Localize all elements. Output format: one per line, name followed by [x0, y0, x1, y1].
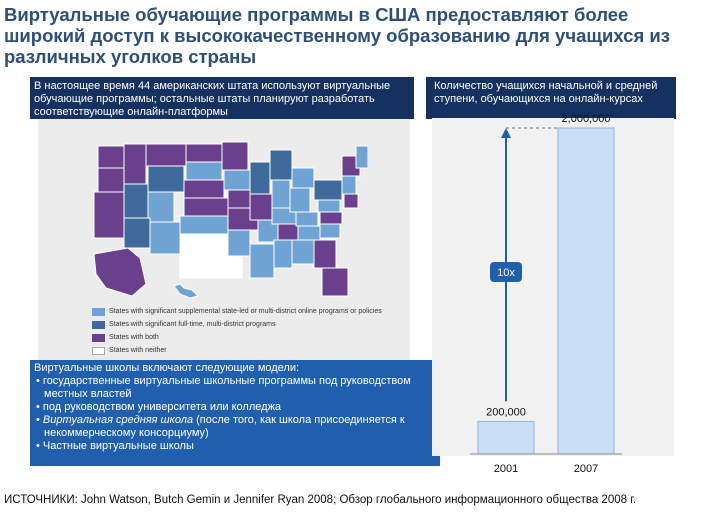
chart-annotation-badge [490, 262, 522, 282]
map-state-18 [223, 169, 251, 191]
list-item: Виртуальная средняя школа (после того, к… [34, 414, 436, 440]
map-state-1 [97, 145, 127, 169]
chart-value-label: 200,000 [486, 406, 526, 418]
map-state-alaska [93, 247, 147, 297]
chart-annotation-label: 10x [497, 267, 515, 279]
map-state-26 [269, 149, 293, 181]
map-state-14 [183, 197, 229, 217]
map-state-27 [271, 179, 291, 209]
list-item: государственные виртуальные школьные про… [34, 375, 436, 401]
models-title: Виртуальные школы включают следующие мод… [34, 362, 300, 374]
map-state-45 [321, 267, 349, 297]
models-box: Виртуальные школы включают следующие мод… [30, 360, 440, 466]
legend-item: States with significant supplemental sta… [92, 306, 392, 317]
legend-item: States with both [92, 332, 392, 343]
legend-swatch [92, 346, 105, 355]
map-state-40 [319, 223, 341, 239]
map-state-6 [123, 183, 149, 219]
legend-label: States with both [109, 334, 159, 341]
map-state-31 [291, 167, 315, 189]
list-item-text: государственные виртуальные школьные про… [42, 375, 411, 400]
chart-bar-2001 [477, 420, 535, 455]
map-state-25 [249, 243, 275, 279]
map-state-44 [343, 193, 359, 209]
map-state-8 [147, 191, 175, 223]
list-item-italic: Виртуальная средняя школа [42, 414, 194, 426]
chart-category-label: 2007 [574, 463, 598, 475]
map-state-36 [313, 239, 337, 269]
list-item: Частные виртуальные школы [34, 440, 436, 453]
map-state-10 [149, 221, 181, 255]
map-state-37 [313, 179, 343, 201]
legend-label: States with significant full-time, multi… [109, 321, 276, 328]
page-title: Виртуальные обучающие программы в США пр… [4, 4, 670, 67]
map-state-30 [273, 239, 293, 269]
map-state-29 [277, 223, 299, 241]
map-state-11 [185, 143, 223, 163]
map-state-9 [123, 217, 151, 249]
sources-note: ИСТОЧНИКИ: John Watson, Butch Gemin и Je… [4, 494, 637, 506]
map-legend: States with significant supplemental sta… [92, 306, 392, 358]
list-item-text: (после того, как школа присоединяется к … [44, 414, 405, 439]
map-state-15 [179, 215, 229, 235]
legend-swatch [92, 307, 105, 316]
map-state-13 [183, 179, 225, 199]
map-header: В настоящее время 44 американских штата … [30, 77, 414, 119]
chart-arrow-head [501, 128, 511, 138]
map-state-2 [97, 167, 125, 193]
chart-panel [432, 118, 674, 456]
legend-label: States with significant supplemental sta… [109, 308, 382, 315]
map-state-3 [93, 191, 125, 239]
legend-swatch [92, 333, 105, 342]
legend-item: States with significant full-time, multi… [92, 319, 392, 330]
us-map [93, 141, 368, 299]
map-state-23 [249, 193, 273, 221]
map-state-12 [185, 161, 223, 181]
map-state-5 [145, 143, 187, 167]
legend-swatch [92, 320, 105, 329]
map-state-4 [123, 143, 147, 185]
map-state-22 [249, 161, 271, 195]
map-state-35 [291, 239, 315, 265]
map-state-39 [319, 211, 343, 225]
list-item: под руководством университета или коллед… [34, 401, 436, 414]
chart-title: Количество учащихся начальной и средней … [426, 77, 676, 119]
legend-item: States with neither [92, 345, 392, 356]
legend-label: States with neither [109, 347, 167, 354]
map-state-17 [221, 141, 249, 171]
map-state-7 [147, 165, 185, 193]
map-state-33 [295, 211, 319, 227]
map-state-21 [227, 229, 251, 257]
chart-bar-2007 [557, 127, 615, 455]
models-list: государственные виртуальные школьные про… [34, 375, 436, 453]
map-state-41 [341, 175, 357, 195]
map-state-43 [355, 145, 368, 169]
list-item-text: под руководством университета или коллед… [42, 401, 282, 413]
list-item-text: Частные виртуальные школы [42, 440, 194, 452]
chart-category-label: 2001 [494, 463, 518, 475]
map-state-38 [317, 199, 341, 213]
map-state-34 [297, 225, 321, 241]
map-state-32 [289, 187, 311, 213]
map-state-hawaii [173, 283, 199, 299]
